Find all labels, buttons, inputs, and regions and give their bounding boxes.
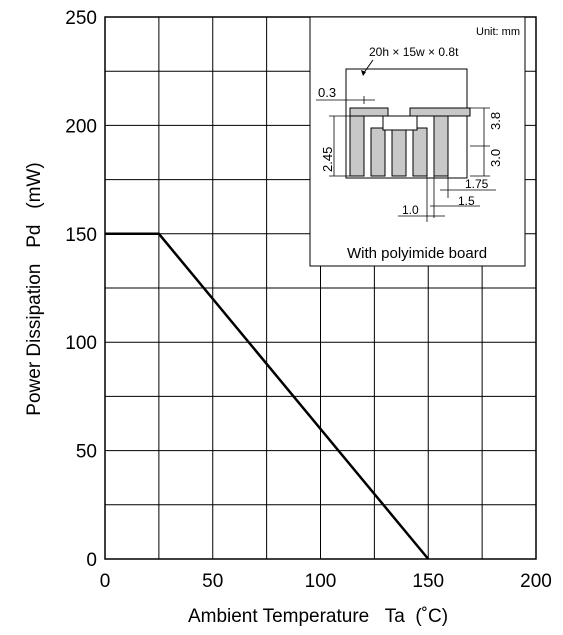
- x-tick-label: 50: [202, 571, 223, 592]
- y-tick-label: 250: [65, 8, 97, 29]
- dim-3-0: 3.0: [488, 149, 503, 167]
- dim-1-0: 1.0: [402, 203, 419, 217]
- y-tick-label: 150: [65, 225, 97, 246]
- y-tick-label: 200: [65, 116, 97, 137]
- inset-caption: With polyimide board: [347, 245, 487, 262]
- x-tick-label: 150: [412, 571, 444, 592]
- y-axis-title: Power Dissipation Pd (mW): [24, 162, 45, 415]
- x-tick-label: 200: [520, 571, 552, 592]
- x-tick-label: 100: [305, 571, 337, 592]
- x-axis-title: Ambient Temperature Ta (˚C): [188, 606, 448, 627]
- unit-label: Unit: mm: [476, 26, 520, 38]
- dim-3-8: 3.8: [488, 112, 503, 130]
- dim-0-3: 0.3: [318, 85, 336, 100]
- x-tick-label: 0: [100, 571, 111, 592]
- dim-1-5: 1.5: [458, 194, 475, 208]
- board-inset: Unit: mm 20h × 15w × 0.8t 0.3 3.8 3.0: [310, 17, 525, 266]
- dim-2-45: 2.45: [320, 147, 335, 172]
- y-tick-label: 0: [86, 550, 97, 571]
- dim-1-75: 1.75: [465, 177, 489, 191]
- board-dimensions-label: 20h × 15w × 0.8t: [369, 45, 459, 59]
- y-tick-label: 100: [65, 333, 97, 354]
- y-tick-label: 50: [76, 442, 97, 463]
